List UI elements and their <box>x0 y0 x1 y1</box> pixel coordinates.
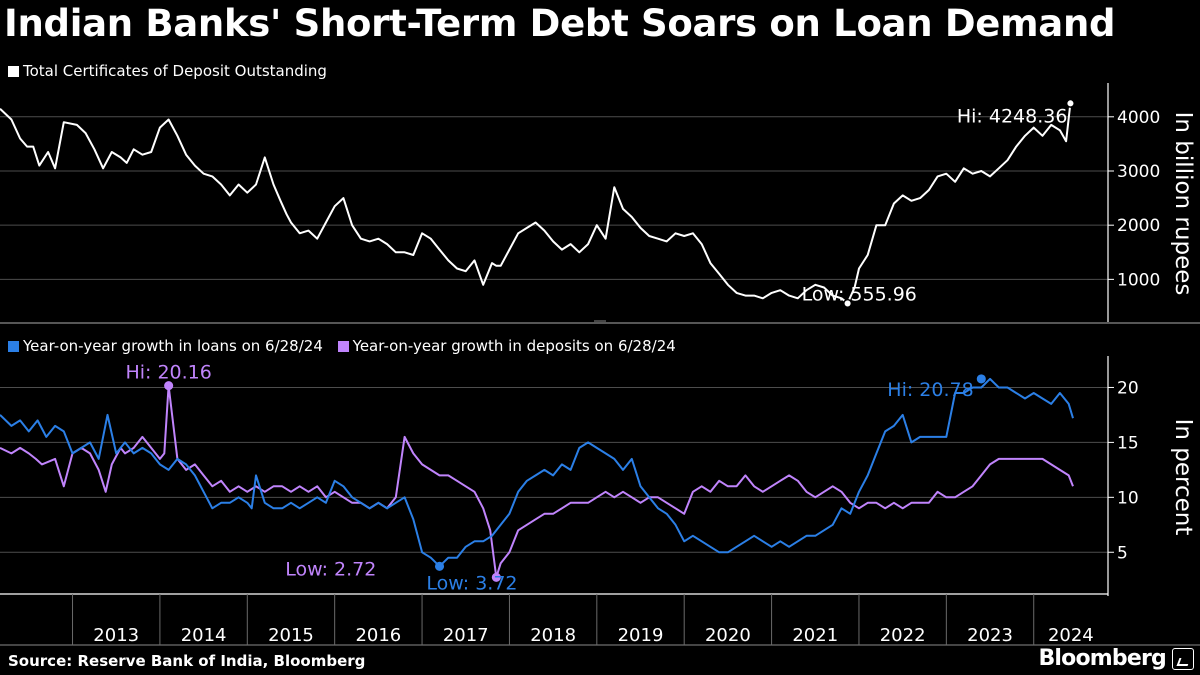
x-tick-label: 2014 <box>181 625 227 646</box>
cd-ylabel: In billion rupees <box>1170 112 1196 296</box>
bloomberg-logo: Bloomberg <box>1038 646 1166 671</box>
cd-series-line <box>0 103 1072 305</box>
cd-ytick-label: 4000 <box>1117 108 1160 128</box>
x-tick-label: 2016 <box>355 625 401 646</box>
cd-ytick-label: 2000 <box>1117 216 1160 236</box>
cd-low-marker <box>843 298 853 308</box>
legend-item-loans: Year-on-year growth in loans on 6/28/24 <box>8 337 323 355</box>
growth-ylabel: In percent <box>1170 419 1196 536</box>
deposits-series-line <box>0 384 1074 579</box>
legend-label-deposits: Year-on-year growth in deposits on 6/28/… <box>352 337 676 355</box>
x-tick-label: 2021 <box>792 625 838 646</box>
legend-swatch-loans <box>8 341 19 352</box>
x-tick-label: 2013 <box>93 625 139 646</box>
growth-ytick-label: 10 <box>1117 488 1139 508</box>
x-tick-label: 2024 <box>1048 625 1094 646</box>
loans-low-label: Low: 3.72 <box>426 572 517 594</box>
x-axis: 2013 2014 2015 2016 2017 2018 2019 2020 2021 2022… <box>0 593 1200 646</box>
growth-panel: 5 10 15 20 In percent Hi: 20.16 Low: 2.72 Hi: 2… <box>0 356 1196 596</box>
loans-series-line <box>0 377 1074 568</box>
source-note: Source: Reserve Bank of India, Bloomberg <box>8 652 366 670</box>
legend-label-cd: Total Certificates of Deposit Outstandin… <box>23 62 327 80</box>
loans-high-label: Hi: 20.78 <box>887 379 973 401</box>
x-tick-label: 2018 <box>530 625 576 646</box>
deposits-low-label: Low: 2.72 <box>285 558 376 580</box>
x-tick-label: 2022 <box>880 625 926 646</box>
cd-ytick-label: 1000 <box>1117 270 1160 290</box>
chart-title: Indian Banks' Short-Term Debt Soars on L… <box>4 2 1116 45</box>
growth-ytick-label: 5 <box>1117 543 1128 563</box>
legend-swatch-cd <box>8 66 19 77</box>
cd-low-label: Low: 555.96 <box>802 283 917 305</box>
cd-panel: 1000 2000 3000 4000 In billion rupees Hi: 424… <box>0 83 1196 322</box>
growth-ytick-label: 20 <box>1117 378 1139 398</box>
legend-swatch-deposits <box>337 341 349 352</box>
loans-high-marker <box>976 374 986 384</box>
x-tick-label: 2023 <box>967 625 1013 646</box>
x-tick-label: 2017 <box>443 625 489 646</box>
growth-ytick-label: 15 <box>1117 433 1139 453</box>
x-tick-label: 2020 <box>705 625 751 646</box>
cd-high-label: Hi: 4248.36 <box>957 105 1068 127</box>
legend-growth: Year-on-year growth in loans on 6/28/24 … <box>8 337 686 355</box>
x-tick-label: 2019 <box>618 625 664 646</box>
legend-item-deposits: Year-on-year growth in deposits on 6/28/… <box>337 337 676 355</box>
x-tick-label: 2015 <box>268 625 314 646</box>
terminal-icon <box>1172 648 1194 670</box>
legend-label-loans: Year-on-year growth in loans on 6/28/24 <box>23 337 323 355</box>
cd-high-marker <box>1065 98 1075 108</box>
legend-cd: Total Certificates of Deposit Outstandin… <box>8 62 327 80</box>
deposits-low-marker <box>491 572 501 582</box>
loans-low-marker <box>434 561 445 571</box>
deposits-high-marker <box>164 381 174 391</box>
cd-ytick-label: 3000 <box>1117 162 1160 182</box>
deposits-high-label: Hi: 20.16 <box>125 362 211 384</box>
